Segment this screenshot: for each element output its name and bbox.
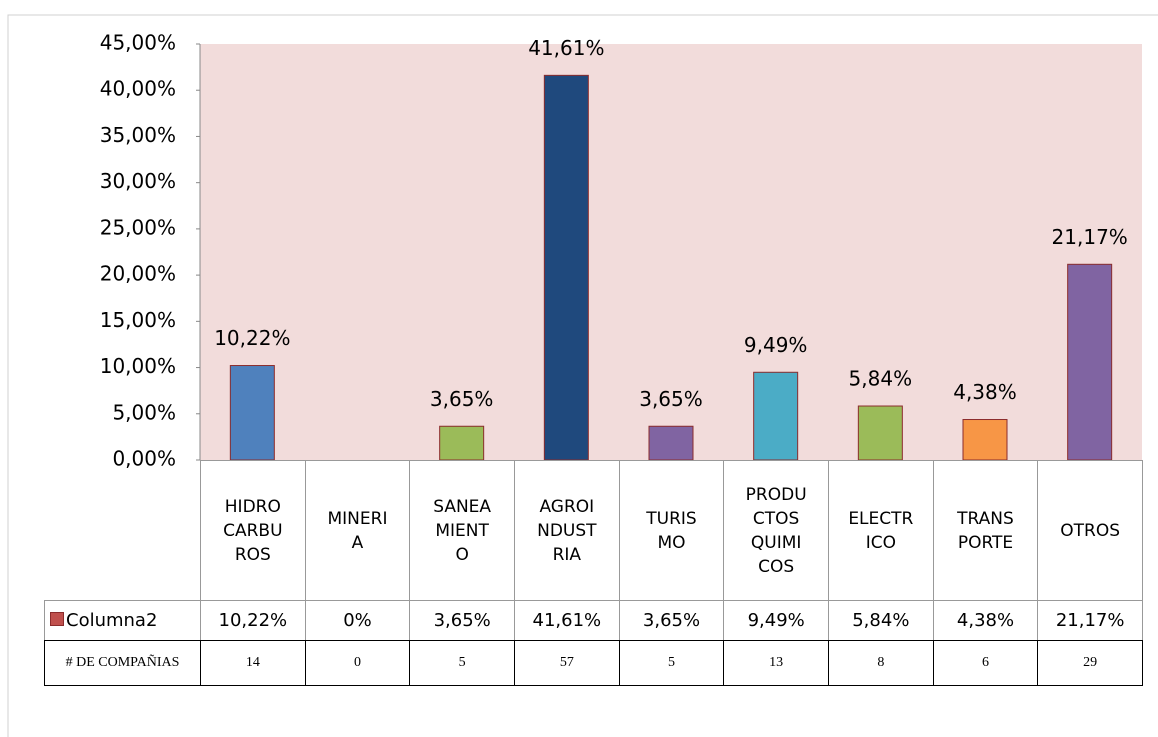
data-label: 10,22%: [214, 326, 290, 350]
table-value: 3,65%: [409, 600, 515, 641]
table-value: 5,84%: [828, 600, 934, 641]
data-label: 3,65%: [639, 387, 703, 411]
y-tick-label: 0,00%: [112, 447, 176, 471]
data-label: 3,65%: [430, 387, 494, 411]
company-count: 6: [932, 640, 1039, 686]
bar: [753, 371, 799, 461]
y-tick-label: 30,00%: [100, 169, 176, 193]
y-tick-label: 10,00%: [100, 354, 176, 378]
y-tick-label: 40,00%: [100, 77, 176, 101]
y-tick-label: 5,00%: [112, 400, 176, 424]
y-tick-label: 35,00%: [100, 123, 176, 147]
legend-name: Columna2: [66, 610, 158, 631]
plot-area: [200, 44, 1142, 460]
category-label: HIDRO CARBU ROS: [200, 460, 306, 601]
table-value: 21,17%: [1037, 600, 1143, 641]
y-tick-label: 25,00%: [100, 215, 176, 239]
bar: [1067, 263, 1113, 461]
table-value: 41,61%: [514, 600, 620, 641]
company-count: 29: [1037, 640, 1143, 686]
table-value: 0%: [304, 600, 411, 641]
table-value: 9,49%: [723, 600, 829, 641]
category-label: AGROI NDUST RIA: [514, 460, 620, 601]
bar: [543, 74, 589, 461]
frame: [7, 14, 1158, 737]
y-tick-label: 15,00%: [100, 308, 176, 332]
company-count: 5: [409, 640, 515, 686]
bar: [229, 365, 275, 461]
data-label: 4,38%: [953, 380, 1017, 404]
data-label: 21,17%: [1052, 225, 1128, 249]
company-count: 13: [723, 640, 829, 686]
data-label: 5,84%: [849, 367, 913, 391]
company-count: 14: [200, 640, 306, 686]
bar: [962, 419, 1008, 461]
bar: [648, 425, 694, 461]
category-label: TURIS MO: [618, 460, 725, 601]
category-label: ELECTR ICO: [828, 460, 934, 601]
data-label: 41,61%: [528, 36, 604, 60]
company-count: 5: [618, 640, 725, 686]
bar: [857, 405, 903, 461]
legend-key: [50, 612, 64, 626]
category-label: TRANS PORTE: [932, 460, 1039, 601]
table-value: 10,22%: [200, 600, 306, 641]
bar: [439, 425, 485, 461]
category-label: PRODU CTOS QUIMI COS: [723, 460, 829, 601]
company-count: 8: [828, 640, 934, 686]
category-label: OTROS: [1037, 460, 1143, 601]
companies-label: # DE COMPAÑIAS: [44, 640, 201, 686]
company-count: 0: [304, 640, 411, 686]
table-value: 3,65%: [618, 600, 725, 641]
category-label: MINERI A: [304, 460, 411, 601]
data-label: 9,49%: [744, 333, 808, 357]
y-tick-label: 20,00%: [100, 262, 176, 286]
company-count: 57: [514, 640, 620, 686]
category-label: SANEA MIENT O: [409, 460, 515, 601]
y-tick-label: 45,00%: [100, 31, 176, 55]
table-value: 4,38%: [932, 600, 1039, 641]
